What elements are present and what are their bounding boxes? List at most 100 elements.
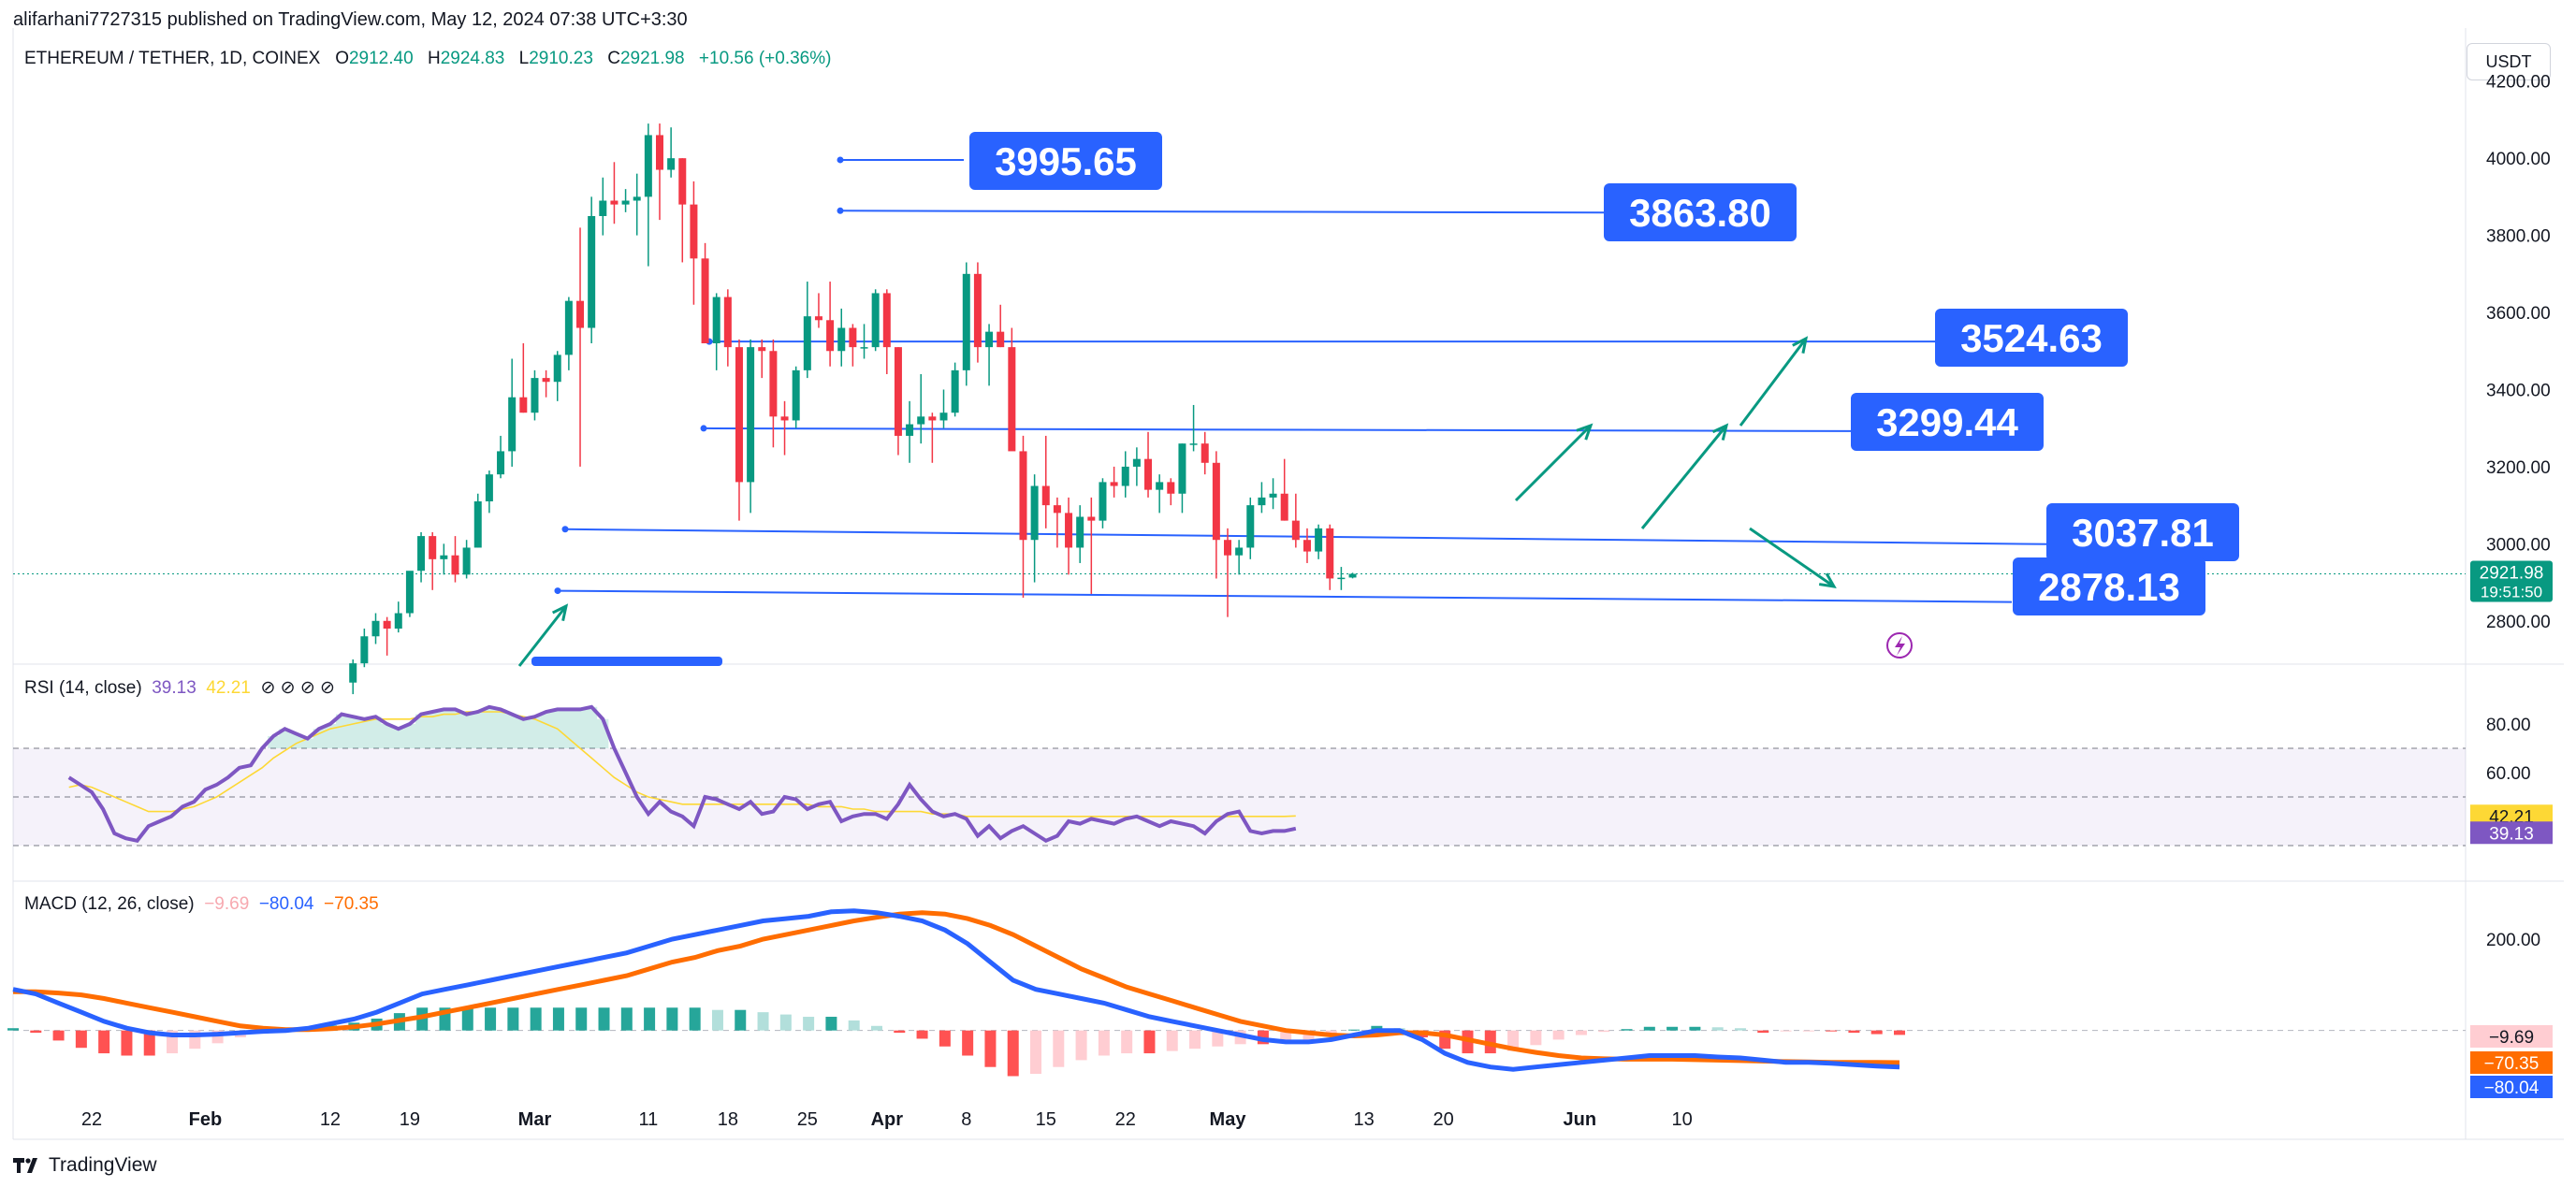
- macd-histogram-bar: [143, 1030, 155, 1056]
- macd-badge-text: −80.04: [2484, 1078, 2540, 1098]
- rsi-badge: [2470, 821, 2553, 845]
- rsi-value: 39.13: [152, 678, 196, 698]
- macd-histogram-bar: [779, 1014, 792, 1031]
- candle-body: [508, 397, 517, 452]
- macd-histogram-bar: [1757, 1030, 1769, 1034]
- candle-body: [667, 158, 676, 170]
- time-axis-label: 18: [718, 1109, 738, 1130]
- candle-body: [1326, 528, 1334, 579]
- rsi-badge-text: 39.13: [2489, 824, 2534, 844]
- candle-body: [997, 331, 1005, 348]
- price-axis-label: 3600.00: [2486, 304, 2551, 324]
- macd-badge: [2470, 1051, 2553, 1074]
- level-label-text: 2878.13: [2038, 565, 2180, 609]
- candle-body: [349, 663, 357, 683]
- macd-histogram-bar: [1075, 1030, 1087, 1061]
- macd-line: [12, 908, 1900, 1072]
- currency-button[interactable]: USDT: [2467, 43, 2551, 80]
- macd-axis-label: 200.00: [2486, 931, 2540, 950]
- candle-body: [951, 369, 959, 413]
- candle-body: [610, 200, 619, 205]
- candle-body: [497, 451, 505, 475]
- macd-histogram-bar: [735, 1009, 747, 1031]
- trend-arrow-down-1: [1749, 527, 1835, 588]
- candle-body: [882, 293, 891, 348]
- macd-histogram-bar: [1643, 1026, 1655, 1031]
- candle-body: [1041, 485, 1050, 506]
- candle-body: [678, 158, 687, 205]
- macd-histogram-bar: [1348, 1029, 1361, 1031]
- price-level-anchor: [700, 425, 707, 432]
- macd-histogram-bar: [552, 1007, 564, 1031]
- macd-histogram-bar: [530, 1007, 542, 1031]
- macd-line-value: −80.04: [258, 894, 314, 914]
- level-label-text: 3299.44: [1876, 400, 2018, 444]
- candle-body: [1303, 540, 1311, 552]
- macd-histogram-bar: [620, 1007, 633, 1031]
- macd-histogram-bar: [1598, 1030, 1610, 1033]
- time-axis-label: 13: [1354, 1109, 1375, 1130]
- high-label: H: [427, 49, 441, 68]
- candle-body: [371, 620, 380, 637]
- time-axis-label: 8: [961, 1109, 971, 1130]
- candle-body: [1132, 458, 1141, 467]
- candle-body: [962, 273, 970, 370]
- macd-badge: [2470, 1076, 2553, 1098]
- macd-histogram-bar: [1121, 1030, 1133, 1054]
- candle-body: [1224, 540, 1231, 556]
- macd-histogram-bar: [644, 1007, 656, 1031]
- macd-histogram-bar: [1848, 1030, 1860, 1034]
- candle-body: [1201, 443, 1209, 463]
- macd-legend: MACD (12, 26, close) −9.69 −80.04 −70.35: [24, 894, 379, 915]
- candle-body: [1178, 443, 1186, 494]
- last-price-value: 2921.98: [2480, 564, 2544, 584]
- price-level-line: [703, 427, 1852, 432]
- macd-badge: [2470, 1025, 2553, 1048]
- macd-histogram-bar: [1166, 1030, 1178, 1051]
- candle-body: [792, 369, 800, 421]
- candle-body: [1008, 347, 1016, 452]
- trend-arrow-up-4-head: [1792, 336, 1809, 354]
- candle-body: [837, 327, 846, 352]
- candle-body: [1258, 497, 1266, 506]
- time-axis-label: Jun: [1564, 1109, 1597, 1130]
- trend-arrow-down-1-head: [1818, 572, 1837, 588]
- macd-histogram-bar: [1053, 1030, 1065, 1067]
- candle-body: [985, 331, 994, 348]
- time-axis-label: Apr: [871, 1109, 904, 1130]
- trend-arrow-up-2: [1514, 424, 1593, 502]
- macd-histogram-bar: [52, 1030, 65, 1041]
- candle-body: [1348, 573, 1357, 578]
- macd-histogram-bar: [1189, 1030, 1201, 1049]
- macd-signal-value: −70.35: [324, 894, 379, 914]
- level-label-box: [969, 132, 1162, 190]
- trend-arrow-up-1-head: [551, 603, 569, 621]
- candle-body: [814, 316, 822, 321]
- candle-body: [1280, 493, 1288, 521]
- candle-body: [1030, 485, 1039, 541]
- candle-body: [1291, 520, 1300, 541]
- rsi-axis-label: 60.00: [2486, 764, 2531, 784]
- price-level-line: [557, 589, 2013, 603]
- macd-histogram-bar: [1780, 1030, 1792, 1032]
- macd-histogram-bar: [507, 1007, 519, 1031]
- time-axis-label: 20: [1434, 1109, 1454, 1130]
- tradingview-logo-icon: [13, 1158, 37, 1173]
- time-axis-label: May: [1210, 1109, 1247, 1130]
- symbol-name: ETHEREUM / TETHER, 1D, COINEX: [24, 49, 321, 68]
- price-axis-label: 4200.00: [2486, 73, 2551, 93]
- macd-histogram-bar: [1530, 1030, 1542, 1046]
- rsi-title: RSI (14, close): [24, 678, 142, 698]
- candle-body: [1269, 493, 1277, 498]
- level-label-box-partial: [531, 657, 722, 666]
- macd-histogram-bar: [485, 1007, 497, 1031]
- candle-body: [1167, 482, 1175, 494]
- lightning-icon-glyph: [1895, 636, 1905, 656]
- macd-histogram-bar: [461, 1007, 473, 1031]
- macd-hist-value: −9.69: [204, 894, 250, 914]
- macd-badge-text: −70.35: [2484, 1054, 2540, 1074]
- macd-histogram-bar: [1689, 1026, 1701, 1031]
- candle-body: [894, 347, 902, 436]
- candle-body: [1053, 505, 1061, 514]
